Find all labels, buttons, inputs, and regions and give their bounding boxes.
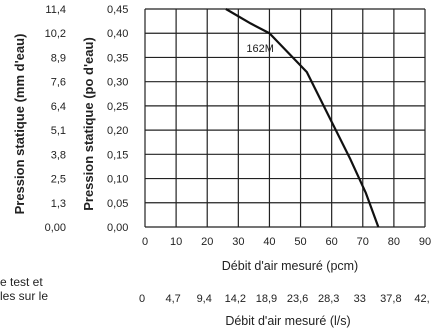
x-axis-label-pcm: Débit d'air mesuré (pcm) bbox=[222, 259, 358, 273]
x-tick-label-ls: 4,7 bbox=[165, 293, 180, 305]
x-tick-label-pcm: 40 bbox=[263, 236, 275, 248]
y-tick-label-mm: 3,8 bbox=[51, 149, 66, 161]
y-tick-label-po: 0,05 bbox=[107, 198, 128, 210]
y-tick-label-po: 0,10 bbox=[107, 174, 128, 186]
x-tick-label-ls: 28,3 bbox=[318, 293, 339, 305]
chart-grid bbox=[144, 8, 426, 228]
x-tick-label-pcm: 90 bbox=[419, 236, 431, 248]
y-tick-label-po: 0,25 bbox=[107, 101, 128, 113]
y-tick-label-po: 0,35 bbox=[107, 52, 128, 64]
x-tick-label-pcm: 30 bbox=[232, 236, 244, 248]
side-text-line-2: les sur le bbox=[0, 289, 49, 303]
y-axis-label-po: Pression statique (po d'eau) bbox=[81, 37, 96, 211]
y-tick-label-mm: 10,2 bbox=[45, 28, 66, 40]
side-text-line-1: e test et bbox=[0, 275, 43, 289]
x-tick-label-ls: 14,2 bbox=[225, 293, 246, 305]
x-tick-label-ls: 9,4 bbox=[197, 293, 212, 305]
chart-tick-labels: 0,00 0,00 0,05 1,3 0,10 2,5 0,15 3,8 0,20 5,1 0,25… bbox=[45, 4, 432, 305]
x-tick-label-ls: 42, bbox=[414, 293, 429, 305]
x-tick-label-pcm: 80 bbox=[388, 236, 400, 248]
y-tick-label-mm: 7,6 bbox=[51, 77, 66, 89]
y-axis-label-mm: Pression statique (mm d'eau) bbox=[12, 34, 27, 215]
y-tick-label-po: 0,00 bbox=[107, 222, 128, 234]
x-tick-label-ls: 33 bbox=[354, 293, 366, 305]
y-tick-label-mm: 1,3 bbox=[51, 198, 66, 210]
chart-axis-labels: Débit d'air mesuré (pcm) Débit d'air mesu… bbox=[12, 34, 358, 328]
x-tick-label-ls: 0 bbox=[139, 293, 145, 305]
x-tick-label-pcm: 20 bbox=[201, 236, 213, 248]
y-tick-label-po: 0,20 bbox=[107, 125, 128, 137]
series-annotation-label: 162M bbox=[246, 43, 274, 55]
y-tick-label-mm: 5,1 bbox=[51, 125, 66, 137]
y-tick-label-mm: 11,4 bbox=[45, 4, 66, 16]
y-tick-label-po: 0,30 bbox=[107, 77, 128, 89]
y-tick-label-mm: 2,5 bbox=[51, 174, 66, 186]
y-tick-label-mm: 0,00 bbox=[45, 222, 66, 234]
series-line bbox=[225, 8, 380, 228]
y-tick-label-po: 0,40 bbox=[107, 28, 128, 40]
x-tick-label-pcm: 0 bbox=[142, 236, 148, 248]
x-axis-label-ls: Débit d'air mesuré (l/s) bbox=[225, 314, 350, 328]
y-tick-label-po: 0,45 bbox=[107, 4, 128, 16]
x-tick-label-ls: 37,8 bbox=[380, 293, 401, 305]
x-tick-label-ls: 18,9 bbox=[256, 293, 277, 305]
x-tick-label-pcm: 60 bbox=[326, 236, 338, 248]
x-tick-label-pcm: 50 bbox=[294, 236, 306, 248]
y-tick-label-po: 0,15 bbox=[107, 149, 128, 161]
y-tick-label-mm: 8,9 bbox=[51, 52, 66, 64]
y-tick-label-mm: 6,4 bbox=[51, 101, 66, 113]
x-tick-label-pcm: 70 bbox=[357, 236, 369, 248]
x-tick-label-ls: 23,6 bbox=[287, 293, 308, 305]
x-tick-label-pcm: 10 bbox=[170, 236, 182, 248]
chart-series: 162M bbox=[225, 8, 380, 228]
